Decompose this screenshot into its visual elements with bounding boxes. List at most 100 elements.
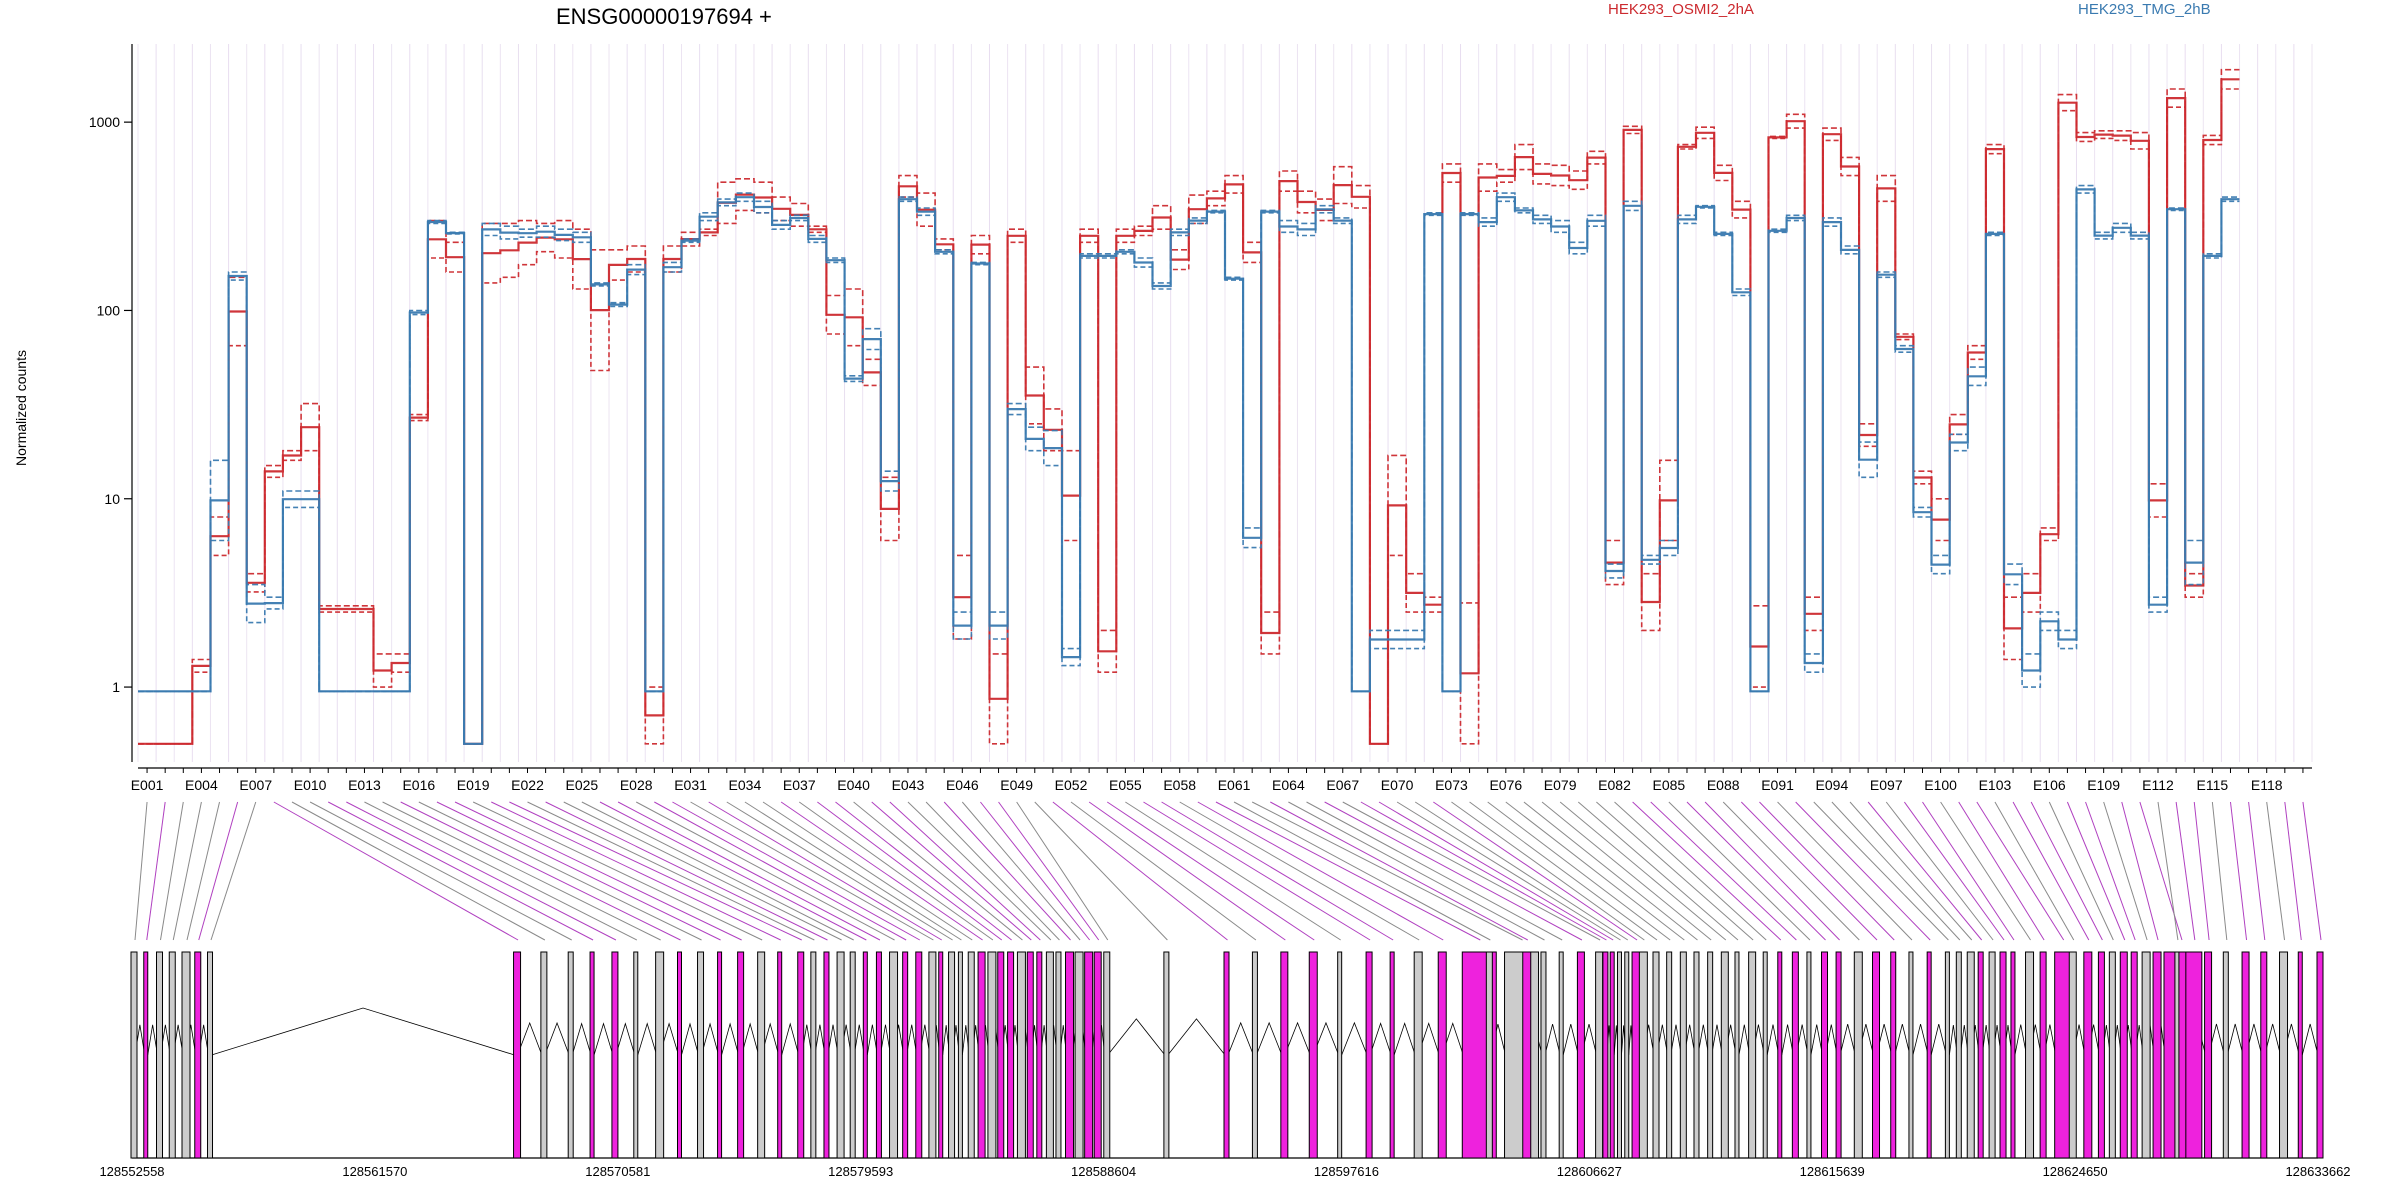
exon-block xyxy=(1074,951,1084,1159)
exon-connector xyxy=(1414,801,1629,941)
exon-connector xyxy=(382,801,661,941)
exon-block xyxy=(1821,951,1829,1159)
intron-line xyxy=(701,1022,719,1056)
exon-connector xyxy=(1650,801,1797,941)
exon-connector xyxy=(1106,801,1315,941)
exon-block xyxy=(902,951,909,1159)
genomic-tick-label: 128597616 xyxy=(1314,1164,1379,1179)
intron-line xyxy=(1738,1024,1751,1056)
exon-block xyxy=(1602,951,1609,1159)
x-tick-label: E010 xyxy=(294,777,327,793)
exon-connector xyxy=(2157,801,2179,941)
exon-block xyxy=(823,951,830,1159)
exon-connector xyxy=(2030,801,2103,941)
exon-connector xyxy=(726,801,953,941)
exon-block xyxy=(2174,951,2180,1159)
x-tick-label: E013 xyxy=(348,777,381,793)
exon-block xyxy=(889,951,899,1159)
exon-block xyxy=(977,951,986,1159)
series-line-osmi2-2 xyxy=(138,78,2240,745)
x-tick-label: E007 xyxy=(239,777,272,793)
exon-block xyxy=(1504,951,1540,1159)
chart-title: ENSG00000197694 + xyxy=(556,4,772,29)
exon-connector xyxy=(1523,801,1698,941)
y-tick-label: 10 xyxy=(104,491,120,507)
exon-connector xyxy=(1614,801,1767,941)
exon-connector xyxy=(1342,801,1601,941)
exon-connector xyxy=(2302,801,2322,941)
intron-line xyxy=(2226,1023,2244,1056)
exon-connector xyxy=(1143,801,1371,941)
x-tick-label: E043 xyxy=(892,777,925,793)
exon-connector xyxy=(1777,801,1913,941)
exon-connector xyxy=(1885,801,1994,941)
exon-block xyxy=(1485,951,1493,1159)
exon-block xyxy=(1734,951,1740,1159)
exon-connector xyxy=(1052,801,1228,941)
exon-connector xyxy=(1541,801,1712,941)
x-tick-label: E022 xyxy=(511,777,544,793)
exon-block xyxy=(1707,951,1714,1159)
exon-connector xyxy=(309,801,572,941)
intron-line xyxy=(741,1022,760,1056)
exon-block xyxy=(1308,951,1318,1159)
exon-block xyxy=(1806,951,1812,1159)
exon-block xyxy=(928,951,937,1159)
exon-block xyxy=(1955,951,1962,1159)
exon-block xyxy=(1280,951,1289,1159)
x-tick-label: E046 xyxy=(946,777,979,793)
intron-line xyxy=(814,1024,826,1056)
intron-line xyxy=(1697,1024,1710,1056)
intron-line xyxy=(853,1024,865,1056)
exon-connector xyxy=(527,801,815,941)
exon-block xyxy=(1616,951,1622,1159)
exon-block xyxy=(1977,951,1984,1159)
exon-block xyxy=(697,951,705,1159)
exon-block xyxy=(2054,951,2072,1159)
exon-connector xyxy=(1505,801,1685,941)
exon-block xyxy=(1666,951,1673,1159)
exon-block xyxy=(1084,951,1094,1159)
exon-connector xyxy=(2211,801,2228,941)
exon-connector xyxy=(1704,801,1840,941)
y-axis-label: Normalized counts xyxy=(13,350,29,466)
exon-block xyxy=(1890,951,1897,1159)
exon-block xyxy=(1872,951,1881,1159)
exon-connector xyxy=(690,801,934,941)
exon-connector xyxy=(1215,801,1481,941)
exon-connector xyxy=(599,801,867,941)
exon-block xyxy=(875,951,882,1159)
exon-block xyxy=(1522,951,1532,1159)
x-tick-label: E037 xyxy=(783,777,816,793)
exon-connector xyxy=(1360,801,1607,941)
exon-block xyxy=(2097,951,2105,1159)
exon-connector xyxy=(708,801,942,941)
x-tick-label: E118 xyxy=(2251,777,2283,793)
x-tick-label: E115 xyxy=(2197,777,2229,793)
exon-connector xyxy=(2193,801,2210,941)
x-tick-label: E016 xyxy=(402,777,435,793)
x-tick-label: E025 xyxy=(566,777,599,793)
exon-connector xyxy=(871,801,1032,941)
exon-block xyxy=(1223,951,1230,1159)
exon-block xyxy=(2260,951,2268,1159)
genomic-tick-label: 128606627 xyxy=(1557,1164,1622,1179)
genomic-tick-label: 128633662 xyxy=(2285,1164,2350,1179)
genomic-tick-label: 128588604 xyxy=(1071,1164,1136,1179)
exon-block xyxy=(2083,951,2093,1159)
exon-block xyxy=(2185,951,2203,1159)
exon-connector xyxy=(907,801,1052,941)
exon-block xyxy=(1791,951,1799,1159)
intron-line xyxy=(637,1022,658,1056)
exon-block xyxy=(156,951,164,1159)
exon-block xyxy=(2039,951,2047,1159)
exon-connector xyxy=(1088,801,1286,941)
intron-line xyxy=(1393,1022,1416,1056)
intron-line xyxy=(1562,1024,1579,1056)
exon-connector xyxy=(1795,801,1931,941)
exon-connector xyxy=(491,801,781,941)
exon-connector xyxy=(1849,801,1973,941)
intron-line xyxy=(1284,1021,1311,1056)
x-tick-label: E070 xyxy=(1381,777,1414,793)
